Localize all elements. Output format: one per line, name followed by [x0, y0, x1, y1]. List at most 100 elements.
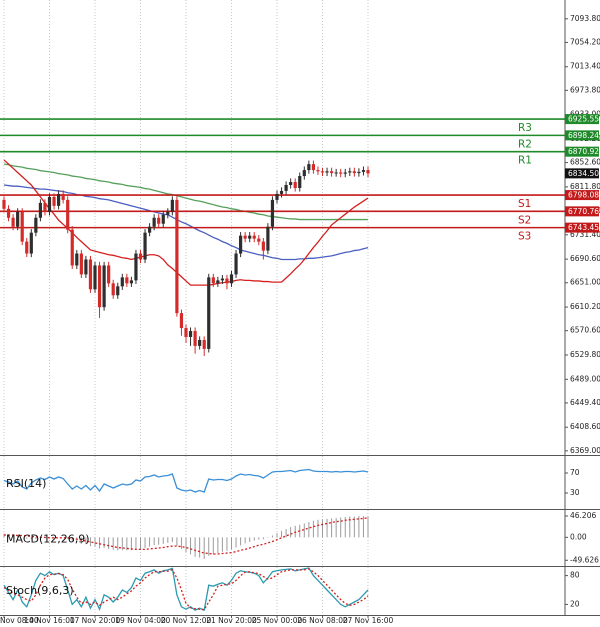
- indicator-line: [3, 184, 369, 261]
- level-name: R3: [518, 122, 532, 134]
- y-tick-label: 6651.00: [570, 278, 600, 287]
- candle-body: [316, 170, 320, 172]
- candle-body: [134, 253, 138, 281]
- indicator-line: [4, 517, 369, 555]
- x-tick-label: 27 Nov 16:00: [343, 616, 394, 625]
- candle-body: [152, 217, 156, 227]
- y-tick-label: 6731.40: [570, 230, 600, 239]
- candle-body: [43, 202, 47, 212]
- indicator-line: [3, 567, 369, 612]
- candle-body: [184, 328, 188, 337]
- candle-body: [252, 235, 256, 239]
- candle-body: [188, 331, 193, 337]
- candle-body: [348, 171, 352, 173]
- candle-body: [343, 172, 347, 174]
- panel-title: Stoch(9,6,3): [6, 584, 74, 597]
- candle-body: [143, 232, 147, 260]
- candle-body: [79, 253, 83, 275]
- candle-body: [61, 193, 65, 200]
- candle-body: [138, 253, 143, 260]
- candle-body: [357, 171, 361, 174]
- candle-body: [88, 259, 93, 290]
- candle-body: [129, 280, 133, 284]
- level-price-box: [565, 206, 599, 217]
- candle-body: [29, 232, 33, 254]
- candle-body: [170, 199, 174, 212]
- x-tick-label: 26 Nov 08:00: [297, 616, 348, 625]
- candle-body: [70, 229, 74, 266]
- level-name: R1: [518, 155, 532, 167]
- level-price: 6770.76: [568, 207, 599, 216]
- candle-body: [57, 193, 61, 206]
- x-tick-label: 21 Nov 20:00: [206, 616, 257, 625]
- candle-body: [311, 164, 315, 171]
- x-tick-label: 17 Nov 20:00: [70, 616, 121, 625]
- candle-body: [16, 211, 20, 227]
- y-tick-label: 7093.80: [570, 14, 600, 23]
- candle-body: [361, 170, 366, 172]
- candle-body: [25, 241, 29, 254]
- level-name: S1: [518, 198, 531, 210]
- candle-body: [293, 182, 297, 188]
- y-tick-label: 80: [570, 571, 580, 580]
- candle-body: [216, 280, 220, 284]
- candle-body: [334, 172, 338, 174]
- candle-body: [125, 277, 129, 284]
- candle-body: [148, 226, 152, 233]
- level-name: R2: [518, 138, 532, 150]
- last-price: 6834.50: [568, 169, 599, 178]
- candle-body: [279, 190, 284, 194]
- level-price: 6743.45: [568, 223, 599, 232]
- candle-body: [107, 265, 111, 284]
- candle-body: [52, 196, 56, 206]
- candle-body: [6, 208, 11, 218]
- y-tick-label: 7013.40: [570, 62, 600, 71]
- x-tick-label: Nov 08:00: [0, 616, 39, 625]
- panel-title: MACD(12,26,9): [6, 533, 90, 546]
- y-tick-label: 6690.60: [570, 254, 600, 263]
- candle-body: [120, 277, 124, 287]
- candle-body: [248, 235, 252, 239]
- candle-body: [284, 184, 288, 191]
- candle-body: [166, 211, 170, 215]
- x-tick-label: 25 Nov 00:00: [252, 616, 303, 625]
- candle-body: [225, 278, 229, 284]
- level-price-box: [565, 190, 599, 201]
- x-tick-label: 19 Nov 04:00: [115, 616, 166, 625]
- last-price-box: [565, 168, 599, 179]
- y-tick-label: 6449.40: [570, 398, 600, 407]
- candle-body: [157, 217, 161, 224]
- candle-body: [161, 214, 165, 224]
- candle-body: [207, 277, 211, 349]
- level-price: 6798.08: [568, 191, 599, 200]
- candle-body: [325, 171, 329, 173]
- candle-body: [239, 235, 243, 254]
- indicator-line: [3, 468, 369, 493]
- candle-body: [175, 199, 179, 314]
- candle-body: [198, 339, 202, 346]
- candle-body: [2, 199, 6, 209]
- candle-body: [261, 241, 265, 251]
- candle-body: [102, 265, 106, 308]
- indicator-line: [3, 163, 368, 221]
- candle-body: [34, 217, 38, 233]
- candle-body: [298, 176, 302, 188]
- level-price: 6870.92: [568, 147, 599, 156]
- level-price-box: [565, 114, 599, 125]
- y-tick-label: 6811.80: [570, 182, 600, 191]
- y-tick-label: 30: [570, 488, 580, 497]
- candle-body: [289, 182, 293, 185]
- candle-body: [257, 238, 261, 242]
- y-tick-label: 6489.00: [570, 374, 600, 383]
- y-tick-label: -49.626: [570, 555, 599, 564]
- x-tick-label: 14 Nov 16:00: [24, 616, 75, 625]
- candle-body: [302, 170, 306, 177]
- panel-title: RSI(14): [6, 477, 46, 490]
- candle-body: [97, 265, 102, 308]
- x-tick-label: 20 Nov 12:00: [161, 616, 212, 625]
- candle-body: [47, 196, 52, 212]
- y-tick-label: 6610.20: [570, 302, 600, 311]
- candle-body: [275, 193, 279, 200]
